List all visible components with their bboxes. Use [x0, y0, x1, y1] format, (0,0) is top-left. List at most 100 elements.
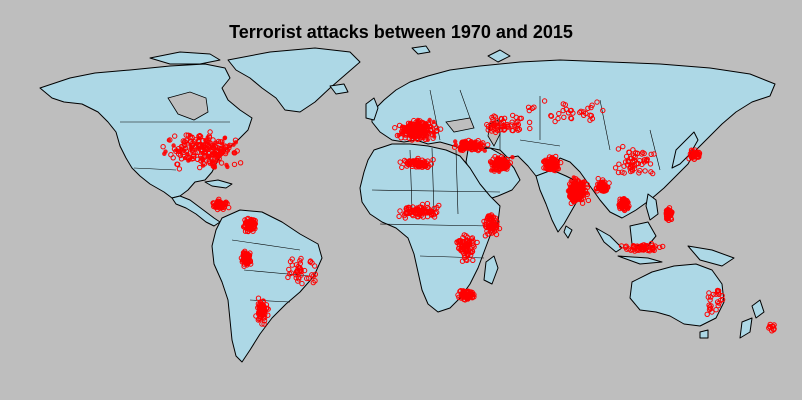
attack-marker	[310, 279, 316, 286]
attack-marker	[242, 223, 248, 229]
attack-marker	[527, 125, 533, 132]
attack-marker	[216, 202, 222, 208]
attack-marker	[469, 295, 475, 301]
attack-marker	[190, 149, 196, 156]
attack-marker	[657, 244, 663, 251]
attack-marker	[688, 147, 695, 153]
attack-marker	[207, 129, 213, 135]
africa	[359, 143, 501, 313]
attack-marker	[518, 115, 524, 122]
attack-marker	[649, 242, 655, 249]
attack-marker	[213, 159, 218, 164]
attack-marker	[704, 311, 710, 317]
attack-marker	[461, 289, 467, 295]
attack-marker	[615, 169, 622, 176]
attack-marker	[227, 142, 233, 149]
attack-marker	[215, 138, 222, 145]
attack-marker	[577, 109, 583, 116]
attack-marker	[415, 155, 421, 162]
cuba	[204, 179, 233, 189]
attack-marker	[244, 262, 250, 268]
attack-marker	[552, 162, 558, 167]
attack-marker	[183, 132, 189, 138]
attack-marker	[177, 149, 183, 155]
attack-marker	[460, 242, 466, 249]
attack-marker	[489, 228, 496, 234]
attack-marker	[491, 113, 497, 119]
attack-marker	[396, 122, 403, 129]
attack-marker	[568, 115, 575, 122]
attack-marker	[510, 112, 516, 119]
attack-marker	[567, 108, 574, 114]
attack-marker	[588, 112, 595, 119]
attack-marker	[694, 150, 700, 157]
attack-marker	[410, 136, 416, 142]
attack-marker	[545, 160, 551, 166]
attack-marker	[499, 156, 506, 162]
attack-marker	[408, 131, 415, 138]
attack-marker	[430, 157, 436, 163]
attack-marker	[481, 218, 487, 225]
attack-marker	[501, 115, 508, 122]
attack-marker	[419, 201, 426, 208]
attack-marker	[242, 217, 248, 223]
attack-marker	[623, 153, 630, 160]
attack-marker	[464, 234, 471, 241]
attack-marker	[499, 161, 505, 168]
attack-marker	[467, 248, 473, 255]
attack-marker	[257, 303, 264, 309]
novaya-zemlya	[487, 49, 511, 63]
attack-marker	[297, 260, 303, 267]
attack-marker	[568, 115, 574, 121]
attack-marker	[491, 220, 497, 226]
japan	[671, 131, 699, 169]
attack-marker	[551, 166, 557, 172]
attack-marker	[714, 299, 721, 305]
uk	[365, 97, 379, 121]
attack-marker	[572, 178, 579, 185]
attack-marker	[621, 170, 627, 176]
attack-marker	[516, 126, 523, 133]
attack-marker	[218, 202, 224, 208]
attack-marker	[433, 125, 440, 131]
attack-marker	[471, 244, 477, 250]
attack-marker	[259, 321, 265, 327]
attack-marker	[515, 118, 521, 125]
canadian-arctic-islands	[149, 51, 221, 65]
attack-marker	[505, 124, 511, 130]
attack-marker	[197, 164, 203, 171]
attack-marker	[212, 151, 219, 158]
attack-marker	[289, 262, 295, 268]
attack-marker	[405, 124, 412, 130]
attack-marker	[664, 216, 670, 222]
sumatra	[595, 227, 623, 253]
attack-marker	[515, 122, 521, 128]
attack-marker	[487, 213, 493, 219]
attack-marker	[585, 105, 591, 112]
attack-marker	[425, 158, 431, 164]
attack-marker	[453, 142, 458, 148]
attack-marker	[187, 150, 194, 156]
attack-marker	[294, 267, 301, 273]
attack-marker	[460, 245, 467, 251]
attack-marker	[399, 128, 405, 135]
attack-marker	[219, 139, 225, 145]
attack-marker	[304, 275, 310, 282]
attack-marker	[299, 280, 305, 287]
attack-marker	[620, 143, 626, 150]
attack-marker	[493, 162, 499, 169]
attack-marker	[483, 223, 489, 230]
attack-marker	[555, 115, 561, 122]
attack-marker	[509, 119, 515, 125]
attack-marker	[562, 102, 568, 108]
attack-marker	[568, 178, 573, 184]
attack-marker	[237, 160, 244, 166]
attack-marker	[627, 165, 633, 171]
attack-marker	[180, 143, 186, 149]
attack-marker	[431, 122, 437, 128]
attack-marker	[650, 170, 656, 177]
attack-marker	[420, 121, 426, 128]
attack-marker	[181, 152, 187, 158]
attack-marker	[616, 161, 622, 167]
attack-marker	[453, 139, 458, 144]
